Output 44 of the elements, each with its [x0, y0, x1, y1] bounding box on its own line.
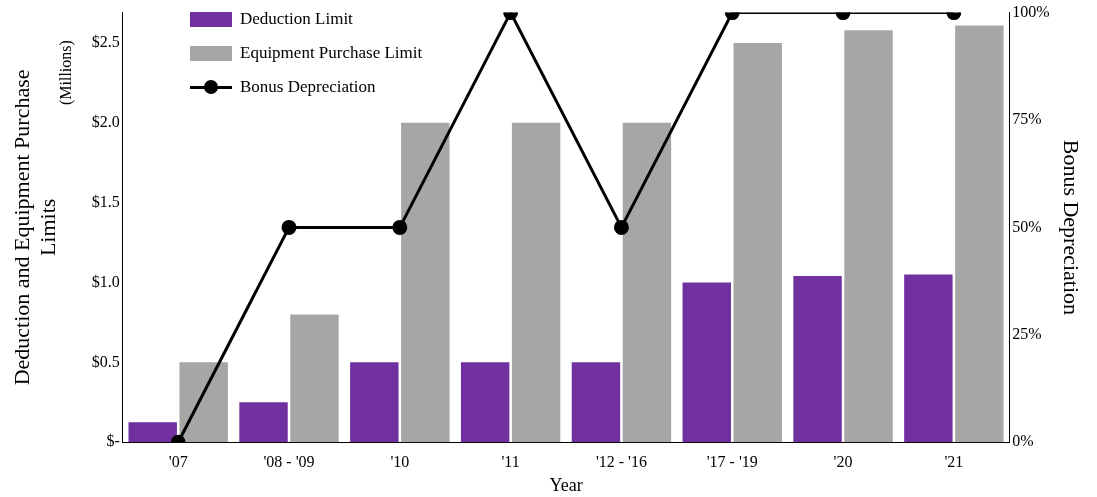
- y-tick-label: $2.5: [91, 33, 120, 51]
- y2-tick-label: 75%: [1012, 110, 1042, 128]
- bar: [239, 402, 288, 443]
- y2-axis-title: Bonus Depreciation: [1059, 139, 1085, 316]
- y-tick-label: $-: [106, 432, 120, 450]
- bar: [128, 422, 177, 443]
- bar: [733, 42, 782, 443]
- y-tick-label: $1.0: [91, 272, 120, 290]
- legend-label: Equipment Purchase Limit: [240, 43, 423, 63]
- y2-tick-label: 0%: [1012, 432, 1034, 450]
- bar: [682, 282, 731, 443]
- bar: [179, 362, 228, 443]
- point: [392, 219, 408, 235]
- x-tick-label: '10: [390, 453, 410, 470]
- bar: [511, 122, 561, 443]
- bar: [844, 30, 893, 443]
- bar: [571, 362, 621, 443]
- point: [613, 219, 629, 235]
- y2-tick-label: 25%: [1012, 325, 1042, 342]
- y-tick-label: $2.0: [91, 113, 120, 130]
- bar: [460, 362, 510, 443]
- y-tick-label: $1.5: [91, 192, 120, 210]
- bar: [955, 25, 1004, 443]
- text: (Millions): [57, 40, 75, 106]
- bar: [290, 314, 339, 443]
- bar: [793, 276, 842, 443]
- y-tick-label: $0.5: [91, 352, 120, 370]
- y2-tick-label: 100%: [1012, 2, 1050, 20]
- x-axis-title: Year: [549, 474, 583, 495]
- bar: [401, 122, 450, 443]
- legend-label: Deduction Limit: [240, 9, 353, 29]
- bar: [622, 122, 672, 443]
- bar: [350, 362, 399, 443]
- x-tick-label: '17 - '19: [706, 453, 758, 470]
- x-tick-label: '20: [833, 453, 853, 470]
- point: [281, 219, 297, 235]
- x-tick-label: '08 - '09: [263, 453, 315, 470]
- bar: [904, 274, 953, 443]
- x-tick-label: '12 - '16: [595, 453, 647, 470]
- legend-label: Bonus Depreciation: [240, 77, 376, 97]
- x-tick-label: '11: [501, 453, 520, 470]
- x-tick-label: '21: [944, 453, 964, 470]
- y2-tick-label: 50%: [1012, 217, 1042, 235]
- x-tick-label: '07: [168, 453, 188, 470]
